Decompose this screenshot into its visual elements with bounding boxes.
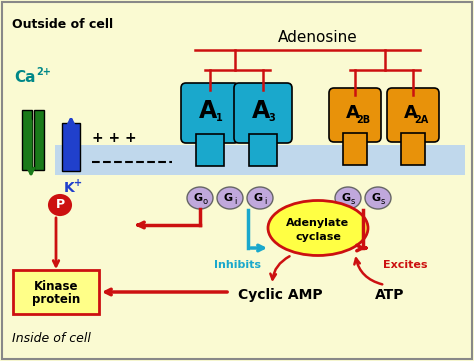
Ellipse shape [365, 187, 391, 209]
Ellipse shape [49, 195, 71, 215]
Ellipse shape [335, 187, 361, 209]
FancyBboxPatch shape [387, 88, 439, 142]
Text: + + +: + + + [92, 131, 137, 145]
Text: Outside of cell: Outside of cell [12, 18, 113, 31]
Text: 2+: 2+ [36, 67, 51, 77]
Text: A: A [346, 104, 360, 122]
Text: cyclase: cyclase [295, 232, 341, 242]
Text: Ca: Ca [14, 70, 36, 86]
Ellipse shape [247, 187, 273, 209]
Text: protein: protein [32, 293, 80, 306]
FancyBboxPatch shape [249, 134, 277, 166]
FancyBboxPatch shape [181, 83, 239, 143]
FancyBboxPatch shape [22, 110, 32, 170]
Text: Kinase: Kinase [34, 280, 78, 293]
Text: Adenylate: Adenylate [286, 218, 349, 228]
Text: G: G [372, 193, 381, 203]
Text: Inside of cell: Inside of cell [12, 332, 91, 345]
Text: i: i [264, 197, 266, 206]
FancyBboxPatch shape [234, 83, 292, 143]
Text: K: K [64, 181, 75, 195]
Text: s: s [381, 197, 385, 206]
FancyBboxPatch shape [196, 134, 224, 166]
Text: G: G [254, 193, 263, 203]
Text: 2B: 2B [356, 115, 370, 125]
Text: A: A [252, 99, 270, 123]
Text: s: s [351, 197, 355, 206]
Text: A: A [404, 104, 418, 122]
FancyBboxPatch shape [401, 133, 425, 165]
FancyBboxPatch shape [55, 145, 465, 175]
FancyBboxPatch shape [13, 270, 99, 314]
Text: 1: 1 [216, 113, 222, 123]
Text: 3: 3 [269, 113, 275, 123]
FancyBboxPatch shape [34, 110, 44, 170]
FancyBboxPatch shape [62, 123, 80, 171]
FancyBboxPatch shape [343, 133, 367, 165]
Ellipse shape [217, 187, 243, 209]
Text: i: i [234, 197, 236, 206]
Text: o: o [202, 197, 208, 206]
Text: G: G [341, 193, 351, 203]
Text: Cyclic AMP: Cyclic AMP [237, 288, 322, 302]
Text: P: P [55, 199, 64, 212]
Ellipse shape [268, 200, 368, 256]
Text: 2A: 2A [414, 115, 428, 125]
Text: Inhibits: Inhibits [215, 260, 262, 270]
Text: ATP: ATP [375, 288, 405, 302]
FancyBboxPatch shape [329, 88, 381, 142]
Text: Adenosine: Adenosine [278, 30, 358, 45]
Text: Excites: Excites [383, 260, 427, 270]
Ellipse shape [187, 187, 213, 209]
Text: A: A [199, 99, 217, 123]
Text: +: + [74, 178, 82, 188]
Text: G: G [223, 193, 233, 203]
Text: G: G [193, 193, 202, 203]
